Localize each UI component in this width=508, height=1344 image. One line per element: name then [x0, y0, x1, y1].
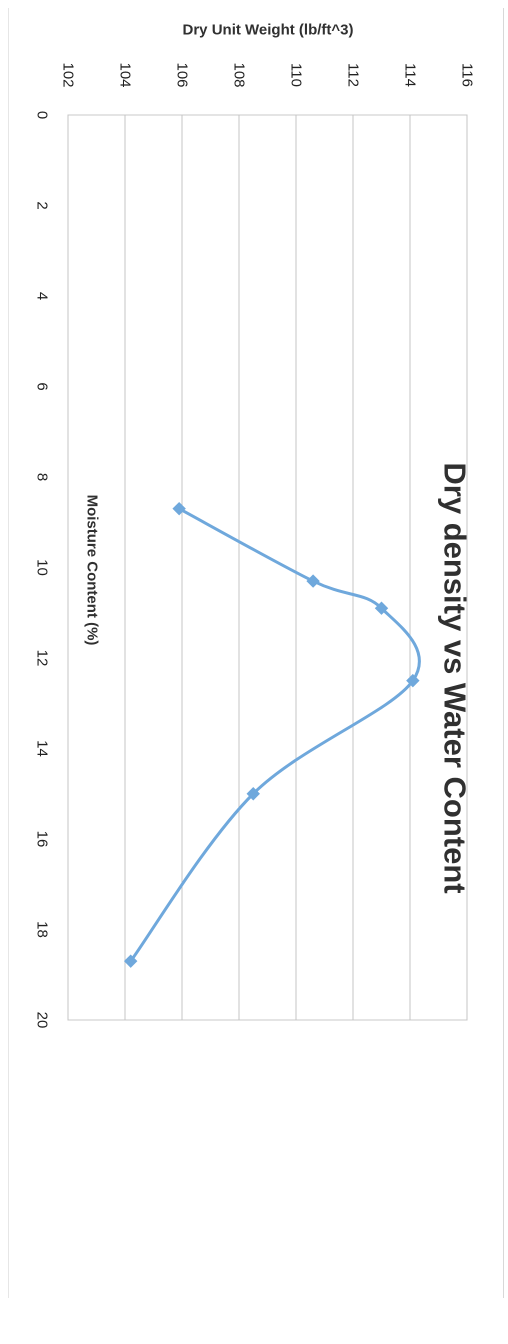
series-layer: [123, 501, 421, 968]
x-tick-labels: 0 2 4 6 8 10 12 14 16 18 20: [34, 111, 51, 1029]
x-tick-label-8: 8: [34, 473, 51, 481]
series-line-0: [129, 507, 421, 963]
x-tick-label-2: 2: [34, 201, 51, 209]
data-point-4: [246, 787, 260, 801]
data-point-2: [374, 601, 389, 615]
y-tick-label-104: 104: [117, 62, 134, 87]
x-tick-label-6: 6: [34, 382, 51, 390]
chart-title: Dry density vs Water Content: [438, 462, 473, 893]
y-tick-label-102: 102: [60, 62, 77, 87]
x-axis-title: Moisture Content (%): [84, 495, 101, 646]
y-tick-label-114: 114: [402, 63, 419, 87]
x-tick-label-4: 4: [34, 292, 51, 300]
x-tick-label-0: 0: [34, 111, 51, 119]
x-tick-label-14: 14: [34, 740, 51, 757]
gridlines: [67, 115, 468, 1020]
y-tick-label-112: 112: [345, 63, 362, 87]
x-tick-label-10: 10: [34, 559, 51, 576]
data-point-0: [172, 501, 186, 516]
y-tick-label-106: 106: [174, 62, 191, 87]
y-axis-title: Dry Unit Weight (lb/ft^3): [183, 22, 354, 39]
y-tick-label-108: 108: [231, 62, 248, 87]
x-tick-label-16: 16: [34, 831, 51, 848]
data-point-1: [306, 574, 320, 588]
x-tick-label-12: 12: [34, 650, 51, 667]
data-point-5: [123, 954, 138, 968]
page-border: [8, 8, 504, 1298]
labels: Dry Unit Weight (lb/ft^3) Moisture Conten…: [84, 22, 473, 894]
plot-area: [67, 114, 468, 1021]
y-tick-label-110: 110: [288, 63, 305, 87]
x-tick-label-20: 20: [34, 1012, 51, 1029]
y-tick-label-116: 116: [459, 63, 476, 87]
x-tick-label-18: 18: [34, 921, 51, 938]
plot-area-frame: [67, 114, 468, 1021]
y-tick-labels: 102 104 106 108 110 112 114 116: [60, 62, 476, 87]
data-point-3: [406, 673, 420, 688]
